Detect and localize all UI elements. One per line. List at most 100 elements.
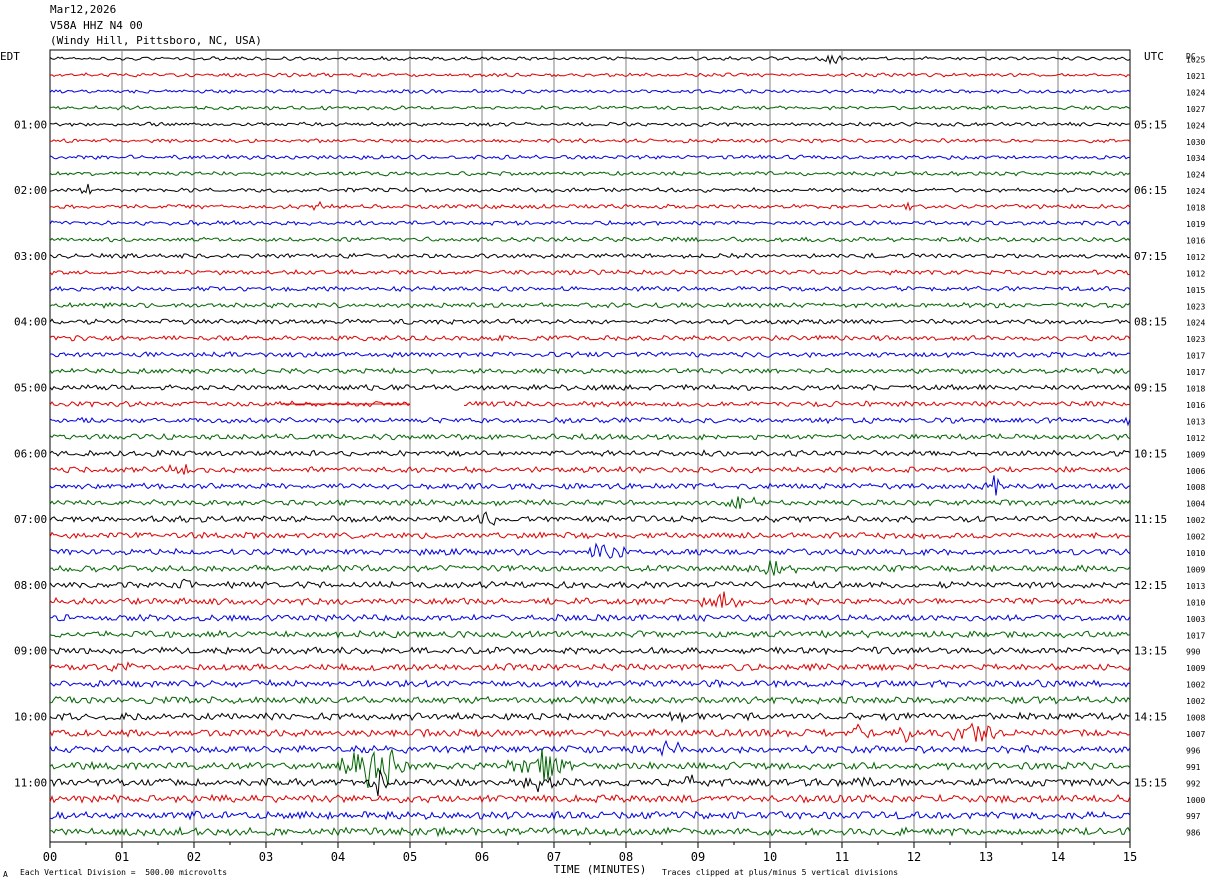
dc-offset-label: 1009 [1186, 664, 1205, 673]
seismic-trace-40 [49, 695, 1131, 705]
dc-offset-label: 1034 [1186, 154, 1205, 163]
seismic-trace-45 [50, 770, 1131, 797]
seismic-trace-24 [49, 432, 1131, 441]
dc-offset-label: 1013 [1186, 582, 1205, 591]
x-tick-label: 14 [1051, 850, 1065, 864]
hour-label-left: 11:00 [14, 776, 47, 789]
hour-label-right: 05:15 [1134, 118, 1167, 131]
seismic-trace-44 [49, 748, 1131, 789]
hour-label-right: 11:15 [1134, 513, 1167, 526]
seismic-trace-43 [49, 739, 1131, 758]
seismic-trace-46 [49, 793, 1131, 805]
seismic-trace-27 [49, 475, 1131, 496]
hour-label-left: 07:00 [14, 513, 47, 526]
header-location: (Windy Hill, Pittsboro, NC, USA) [50, 34, 262, 47]
dc-offset-label: 1018 [1186, 385, 1205, 394]
plot-frame [49, 49, 1131, 843]
dc-offset-label: 1008 [1186, 714, 1205, 723]
seismic-trace-25 [49, 449, 1131, 458]
seismic-trace-9 [49, 183, 1131, 195]
dc-offset-label: 1023 [1186, 302, 1205, 311]
x-axis-label: TIME (MINUTES) [554, 863, 647, 876]
dc-offset-label: 1004 [1186, 500, 1205, 509]
hour-label-left: 03:00 [14, 250, 47, 263]
seismic-trace-16 [49, 301, 1131, 309]
dc-offset-label: 1009 [1186, 565, 1205, 574]
x-tick-label: 09 [691, 850, 705, 864]
seismic-trace-3 [49, 88, 1131, 95]
seismic-trace-42 [49, 722, 1131, 744]
x-tick-label: 11 [835, 850, 849, 864]
seismic-trace-15 [49, 285, 1131, 293]
dc-offset-label: 1024 [1186, 171, 1205, 180]
dc-offset-label: 1009 [1186, 450, 1205, 459]
seismic-trace-34 [49, 591, 1131, 609]
dc-offset-label: 1002 [1186, 533, 1205, 542]
dc-offset-label: 1018 [1186, 204, 1205, 213]
x-tick-label: 01 [115, 850, 129, 864]
seismic-trace-20 [49, 367, 1131, 375]
seismic-trace-38 [49, 661, 1131, 673]
dc-offset-label: 1017 [1186, 631, 1205, 640]
dc-offset-label: 1010 [1186, 549, 1205, 558]
header-date: Mar12,2026 [50, 3, 117, 16]
hour-label-left: 01:00 [14, 118, 47, 131]
seismic-trace-47 [49, 810, 1131, 821]
hour-label-right: 10:15 [1134, 447, 1167, 460]
seismic-trace-12 [49, 236, 1131, 243]
seismic-trace-41 [49, 710, 1131, 724]
hour-label-right: 08:15 [1134, 316, 1167, 329]
dc-offset-label: 1027 [1186, 105, 1205, 114]
dc-offset-label: 1021 [1186, 72, 1205, 81]
x-tick-label: 15 [1123, 850, 1137, 864]
hour-label-left: 10:00 [14, 711, 47, 724]
dc-offset-label: 1024 [1186, 121, 1205, 130]
header-station: V58A HHZ N4 00 [50, 19, 143, 32]
seismic-trace-6 [50, 138, 1131, 144]
right-timezone-label: UTC [1144, 50, 1164, 63]
dc-offset-label: 1010 [1186, 598, 1205, 607]
dc-offset-label: 1017 [1186, 368, 1205, 377]
seismic-trace-22 [49, 400, 1131, 408]
dc-offset-label: 1030 [1186, 138, 1205, 147]
dc-offset-label: 1016 [1186, 401, 1205, 410]
dc-offset-label: 1012 [1186, 253, 1205, 262]
hour-label-right: 13:15 [1134, 645, 1167, 658]
hour-label-left: 06:00 [14, 447, 47, 460]
hour-label-left: 08:00 [14, 579, 47, 592]
seismic-trace-8 [49, 170, 1131, 177]
hour-label-left: 04:00 [14, 316, 47, 329]
dc-offset-label: 1012 [1186, 269, 1205, 278]
x-tick-label: 13 [979, 850, 993, 864]
dc-offset-label: 986 [1186, 829, 1201, 838]
seismic-trace-35 [50, 613, 1131, 623]
hour-label-right: 06:15 [1134, 184, 1167, 197]
seismic-trace-39 [49, 678, 1131, 689]
x-tick-label: 00 [43, 850, 57, 864]
dc-header: DC [1186, 52, 1196, 61]
seismic-trace-13 [49, 252, 1131, 260]
seismic-trace-4 [49, 105, 1131, 111]
seismic-trace-32 [49, 560, 1131, 576]
dc-offset-label: 1024 [1186, 187, 1205, 196]
x-tick-label: 03 [259, 850, 273, 864]
x-tick-label: 12 [907, 850, 921, 864]
dc-offset-label: 1007 [1186, 730, 1205, 739]
seismic-trace-19 [49, 351, 1131, 359]
seismic-trace-23 [49, 416, 1131, 427]
hour-label-left: 02:00 [14, 184, 47, 197]
x-tick-label: 07 [547, 850, 561, 864]
dc-offset-label: 1008 [1186, 483, 1205, 492]
seismic-trace-5 [49, 121, 1130, 128]
seismic-trace-28 [49, 496, 1131, 510]
x-tick-label: 08 [619, 850, 633, 864]
seismic-trace-48 [50, 826, 1131, 838]
seismic-trace-2 [49, 72, 1131, 78]
seismic-trace-14 [49, 269, 1131, 276]
x-tick-label: 02 [187, 850, 201, 864]
dc-offset-label: 1002 [1186, 697, 1205, 706]
dc-offset-label: 1025 [1186, 56, 1205, 65]
dc-offset-label: 1019 [1186, 220, 1205, 229]
hour-label-right: 09:15 [1134, 382, 1167, 395]
